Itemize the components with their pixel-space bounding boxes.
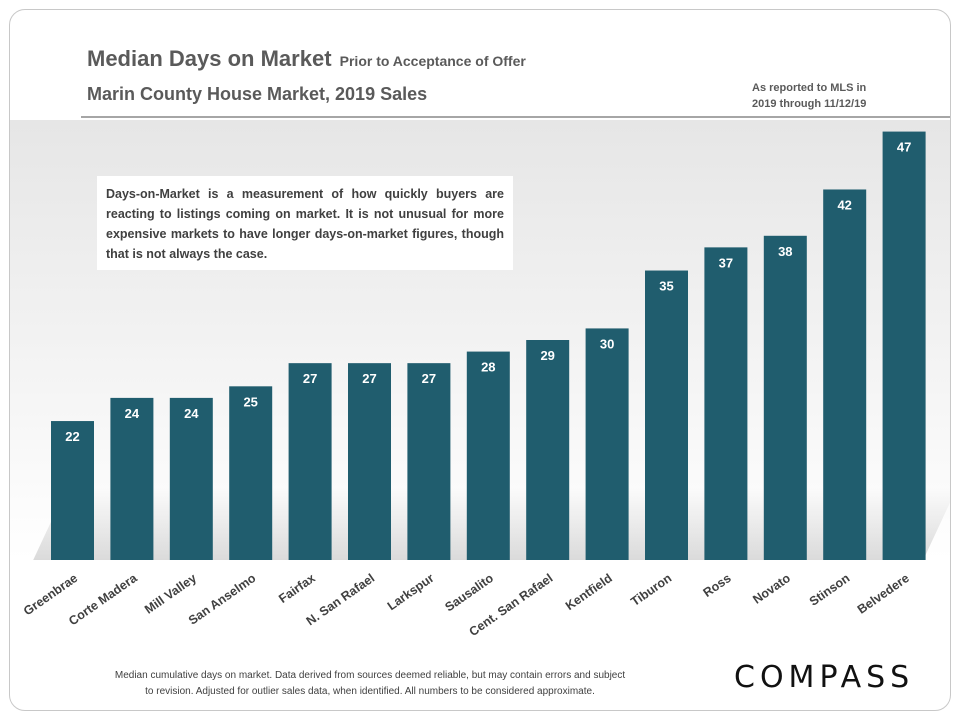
data-label: 25 (243, 394, 257, 409)
data-label: 24 (184, 406, 199, 421)
reported-line-1: As reported to MLS in (752, 82, 867, 94)
chart-title: Median Days on Market Prior to Acceptanc… (87, 46, 526, 71)
footer-line-2: to revision. Adjusted for outlier sales … (145, 686, 595, 697)
bar-kentfield (585, 328, 629, 560)
x-tick-label: Mill Valley (142, 571, 199, 617)
data-label: 47 (897, 140, 911, 155)
reported-note: As reported to MLS in 2019 through 11/12… (752, 80, 922, 112)
data-label: 22 (65, 429, 79, 444)
bar-tiburon (645, 270, 688, 560)
title-rule (81, 116, 950, 118)
x-tick-label: Ross (701, 571, 734, 600)
x-tick-label: Belvedere (855, 571, 912, 617)
bar-cent-san-rafael (526, 340, 570, 560)
x-tick-label: Novato (750, 571, 793, 607)
data-label: 28 (481, 360, 495, 375)
data-label: 27 (362, 371, 376, 386)
bar-n-san-rafael (348, 363, 391, 560)
chart-subtitle: Marin County House Market, 2019 Sales (87, 84, 428, 104)
x-tick-label: Greenbrae (21, 571, 80, 618)
x-tick-label: Stinson (807, 571, 853, 609)
bar-fairfax (288, 363, 332, 560)
x-tick-label: Tiburon (628, 571, 674, 609)
x-tick-label: Larkspur (385, 571, 437, 613)
data-label: 29 (540, 348, 554, 363)
footer-disclaimer: Median cumulative days on market. Data d… (70, 668, 670, 700)
bar-ross (704, 247, 748, 561)
data-label: 38 (778, 244, 792, 259)
chart-title-suffix: Prior to Acceptance of Offer (339, 53, 526, 69)
bar-novato (763, 235, 807, 560)
data-label: 30 (600, 336, 614, 351)
x-tick-label: Fairfax (276, 571, 318, 606)
bar-stinson (823, 189, 867, 560)
x-tick-label: Sausalito (442, 571, 496, 615)
reported-line-2: 2019 through 11/12/19 (752, 98, 867, 110)
data-label: 27 (422, 371, 436, 386)
bar-mill-valley (169, 397, 213, 560)
compass-logo: COMPASS (734, 660, 915, 695)
data-label: 35 (659, 279, 673, 294)
bar-belvedere (882, 131, 926, 560)
bar-san-anselmo (229, 386, 273, 560)
x-tick-label: Kentfield (563, 571, 615, 613)
data-label: 24 (125, 406, 140, 421)
data-label: 37 (719, 255, 733, 270)
data-label: 27 (303, 371, 317, 386)
data-label: 42 (837, 197, 851, 212)
footer-line-1: Median cumulative days on market. Data d… (114, 670, 626, 681)
bar-sausalito (466, 351, 510, 560)
bar-greenbrae (51, 421, 94, 560)
bar-corte-madera (110, 397, 154, 560)
explanation-note: Days-on-Market is a measurement of how q… (97, 176, 513, 270)
bar-larkspur (407, 363, 451, 560)
